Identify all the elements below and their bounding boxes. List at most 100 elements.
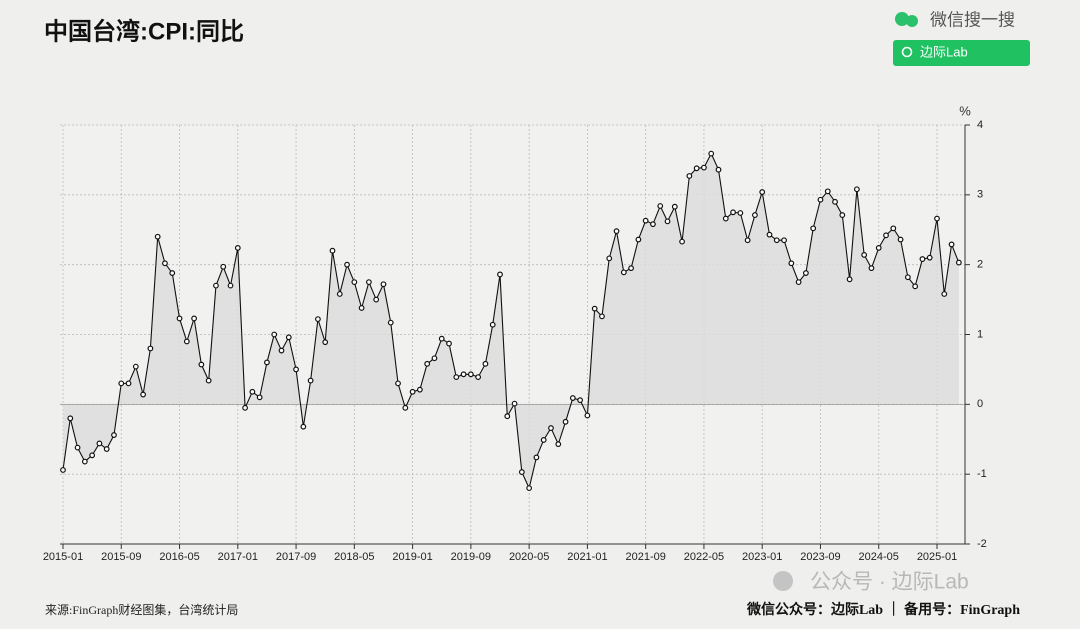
marker <box>912 283 919 290</box>
x-tick-label: 2019-09 <box>451 551 491 563</box>
marker <box>744 237 751 244</box>
x-tick-label: 2017-09 <box>276 551 316 563</box>
marker <box>635 236 642 243</box>
marker <box>183 338 190 345</box>
y-tick-label: 4 <box>977 119 983 131</box>
marker <box>351 279 358 286</box>
x-tick-label: 2024-05 <box>859 551 899 563</box>
marker <box>708 150 715 157</box>
x-tick-label: 2023-09 <box>800 551 840 563</box>
marker <box>416 386 423 393</box>
marker <box>213 282 219 289</box>
marker <box>584 412 591 419</box>
marker <box>366 279 372 286</box>
marker <box>526 485 533 492</box>
marker <box>482 360 489 367</box>
marker <box>132 363 139 370</box>
marker <box>722 215 729 222</box>
marker <box>759 189 766 195</box>
marker <box>810 225 817 232</box>
marker <box>191 315 198 322</box>
marker <box>147 345 154 352</box>
marker <box>409 388 416 395</box>
marker <box>650 221 656 228</box>
marker <box>737 210 744 216</box>
marker <box>293 366 299 373</box>
marker <box>140 391 147 398</box>
marker <box>832 198 838 205</box>
x-tick-label: 2019-01 <box>392 551 432 563</box>
marker <box>657 203 664 209</box>
marker <box>285 334 292 341</box>
marker <box>118 380 125 387</box>
marker <box>555 441 562 448</box>
x-tick-label: 2015-01 <box>43 551 83 563</box>
marker <box>853 186 860 193</box>
marker <box>926 254 933 261</box>
marker <box>781 237 787 244</box>
marker <box>256 394 263 401</box>
marker <box>788 260 795 267</box>
marker <box>839 212 846 218</box>
marker <box>540 437 547 443</box>
marker <box>715 166 722 173</box>
plot: -2 -1 0 1 2 3 4 2015-01 2015-09 2016-05 2017-01 201… <box>43 119 987 563</box>
marker <box>686 173 693 179</box>
x-tick-label: 2016-05 <box>159 551 199 563</box>
x-tick-label: 2022-05 <box>684 551 724 563</box>
marker <box>533 454 540 461</box>
marker <box>402 404 409 411</box>
wechat-icon <box>906 15 918 27</box>
watermark: 公众号 · 边际Lab <box>810 571 969 594</box>
y-unit: % <box>959 103 971 118</box>
marker <box>176 315 183 322</box>
marker <box>606 255 613 262</box>
search-query[interactable]: 边际Lab <box>920 44 968 59</box>
marker <box>883 232 889 239</box>
x-tick-label: 2015-09 <box>101 551 141 563</box>
marker <box>438 335 445 342</box>
marker <box>460 371 467 378</box>
marker <box>198 361 205 368</box>
marker <box>642 217 649 224</box>
search-box[interactable] <box>893 40 1030 66</box>
marker <box>242 404 248 411</box>
marker <box>431 355 438 362</box>
y-tick-label: 3 <box>977 189 983 201</box>
search-widget[interactable]: 微信搜一搜 边际Lab <box>893 10 1030 66</box>
marker <box>358 305 365 311</box>
marker <box>773 237 780 244</box>
marker <box>504 413 511 420</box>
marker <box>387 319 394 326</box>
marker <box>934 215 940 222</box>
marker <box>278 347 285 354</box>
search-icon <box>901 46 913 58</box>
source: 来源:FinGraph财经图集，台湾统计局 <box>45 602 238 617</box>
marker <box>671 203 678 210</box>
marker <box>766 231 773 238</box>
chart-title: 中国台湾:CPI:同比 <box>44 17 244 45</box>
x-tick-label: 2018-05 <box>334 551 374 563</box>
marker <box>227 282 234 289</box>
marker <box>875 245 882 251</box>
marker <box>730 209 736 216</box>
marker <box>307 377 314 384</box>
marker <box>489 321 496 328</box>
marker <box>424 360 431 367</box>
marker <box>795 279 802 286</box>
marker <box>890 225 897 232</box>
marker <box>300 423 307 430</box>
marker <box>861 251 868 258</box>
marker <box>577 397 584 404</box>
marker <box>395 380 401 387</box>
marker <box>154 233 161 240</box>
y-tick-label: 2 <box>977 259 983 271</box>
marker <box>919 256 926 262</box>
credit: 微信公众号：边际Lab ｜ 备用号：FinGraph <box>746 601 1020 618</box>
marker <box>329 247 336 254</box>
marker <box>803 270 809 276</box>
marker <box>948 241 955 248</box>
marker <box>89 452 96 459</box>
marker <box>824 188 831 195</box>
